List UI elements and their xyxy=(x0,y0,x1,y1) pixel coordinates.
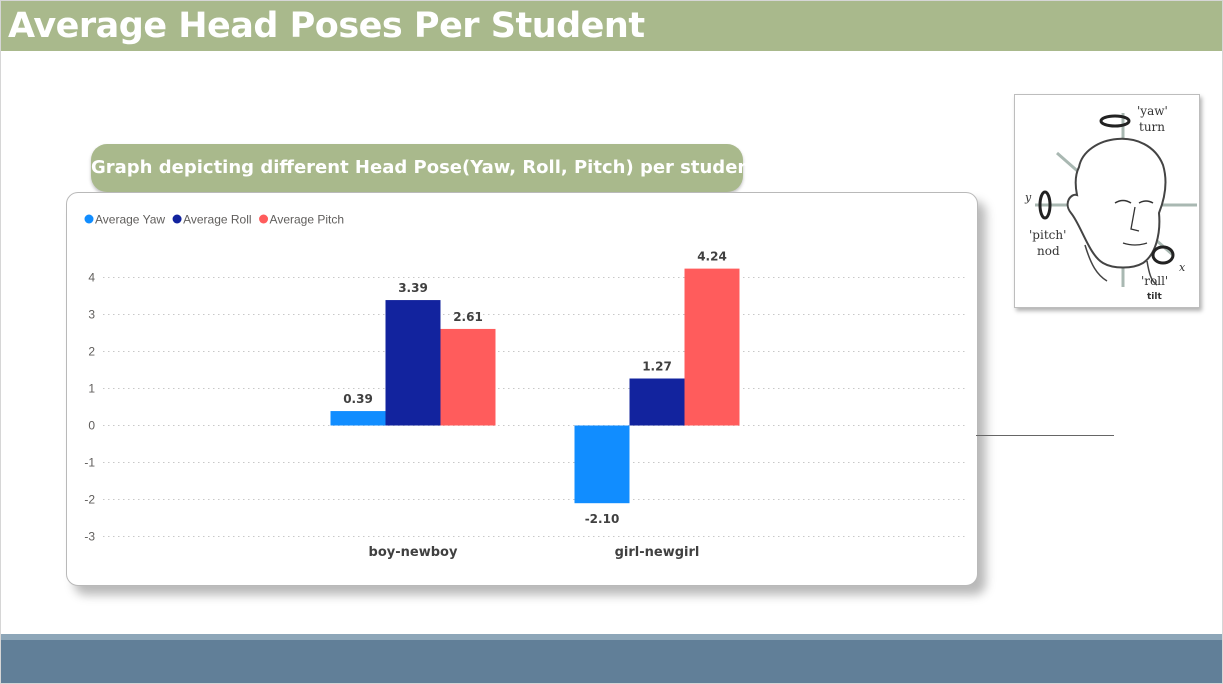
data-label: 4.24 xyxy=(697,250,727,264)
head-pose-illustration: 'yaw' turn y 'pitch' nod x 'roll' tilt xyxy=(1024,104,1197,302)
y-tick-label: 3 xyxy=(88,308,95,322)
data-label: 1.27 xyxy=(642,360,672,374)
data-label: 2.61 xyxy=(453,310,483,324)
bar xyxy=(629,378,685,426)
y-tick-label: -1 xyxy=(84,456,95,470)
legend-marker xyxy=(259,214,269,224)
head-pose-diagram: 'yaw' turn y 'pitch' nod x 'roll' tilt xyxy=(1014,94,1200,308)
roll-label: 'roll' xyxy=(1141,274,1168,288)
divider-line xyxy=(976,435,1114,436)
tilt-label: tilt xyxy=(1147,292,1162,302)
mouth-sketch xyxy=(1122,242,1148,246)
bar xyxy=(330,411,386,426)
bar xyxy=(440,328,496,426)
header-bar: Average Head Poses Per Student xyxy=(0,0,1223,51)
x-category-label: girl-newgirl xyxy=(615,545,700,560)
chart-subtitle: Graph depicting different Head Pose(Yaw,… xyxy=(91,157,759,178)
y-tick-label: 2 xyxy=(88,345,95,359)
chart-card: 4 3 2 1 0 -1 -2 -3 0.39 3.39 2.61 boy-newboy -2.10 1.… xyxy=(66,192,978,586)
footer-bar xyxy=(0,640,1223,684)
x-category-label: boy-newboy xyxy=(369,545,458,560)
chart-subtitle-pill: Graph depicting different Head Pose(Yaw,… xyxy=(91,144,759,192)
bar xyxy=(385,300,441,426)
page-title: Average Head Poses Per Student xyxy=(8,6,645,46)
legend-label: Average Yaw xyxy=(95,213,165,227)
head-outline xyxy=(1066,138,1167,269)
nod-label: nod xyxy=(1037,244,1060,258)
bar-chart: 4 3 2 1 0 -1 -2 -3 0.39 3.39 2.61 boy-newboy -2.10 1.… xyxy=(84,213,967,560)
turn-label: turn xyxy=(1139,120,1165,134)
legend-marker xyxy=(84,214,94,224)
data-label: -2.10 xyxy=(585,512,620,526)
nose-sketch xyxy=(1130,206,1140,232)
yaw-arrow-icon xyxy=(1099,114,1131,128)
y-axis-label: y xyxy=(1024,191,1032,204)
footer-accent-line xyxy=(0,634,1223,640)
y-tick-label: 4 xyxy=(88,271,95,285)
y-tick-label: 1 xyxy=(88,382,95,396)
yaw-label: 'yaw' xyxy=(1137,104,1168,118)
y-tick-label: -3 xyxy=(84,530,95,544)
pitch-label: 'pitch' xyxy=(1029,228,1066,242)
legend-label: Average Pitch xyxy=(270,213,345,227)
legend-label: Average Roll xyxy=(183,213,251,227)
x-axis-label: x xyxy=(1179,261,1186,274)
roll-arrow-icon xyxy=(1151,245,1175,265)
eyes-sketch xyxy=(1114,199,1154,204)
data-label: 3.39 xyxy=(398,281,428,295)
y-tick-label: 0 xyxy=(88,419,95,433)
data-label: 0.39 xyxy=(343,392,373,406)
legend-marker xyxy=(172,214,182,224)
y-tick-label: -2 xyxy=(84,493,95,507)
bar xyxy=(684,268,740,426)
neck-outline xyxy=(1084,244,1158,286)
pitch-arrow-icon xyxy=(1038,190,1052,220)
bar xyxy=(574,425,630,504)
